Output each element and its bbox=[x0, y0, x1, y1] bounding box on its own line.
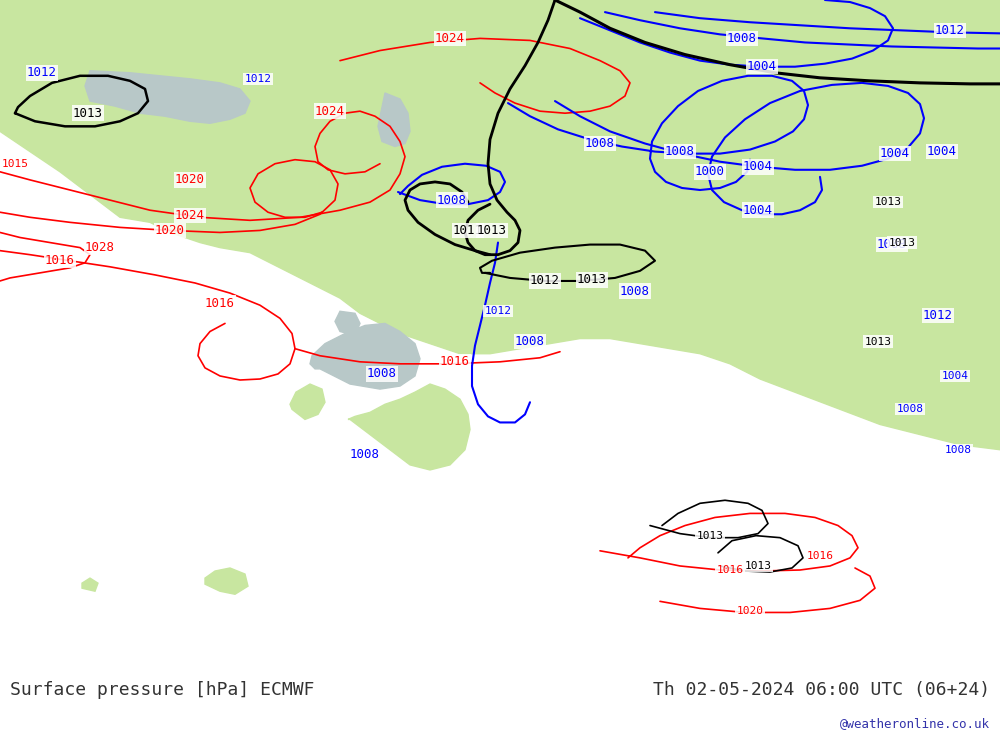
Polygon shape bbox=[348, 384, 470, 470]
Text: 1013: 1013 bbox=[73, 107, 103, 119]
Text: 1008: 1008 bbox=[585, 137, 615, 150]
Polygon shape bbox=[0, 0, 1000, 450]
Text: 1012: 1012 bbox=[27, 66, 57, 79]
Text: 1020: 1020 bbox=[736, 606, 764, 616]
Text: 1013: 1013 bbox=[889, 237, 916, 248]
Polygon shape bbox=[310, 323, 420, 389]
Polygon shape bbox=[205, 568, 248, 594]
Text: 1028: 1028 bbox=[85, 241, 115, 254]
Text: 1016: 1016 bbox=[806, 551, 834, 561]
Text: 1008: 1008 bbox=[620, 284, 650, 298]
Text: 1024: 1024 bbox=[435, 32, 465, 45]
Text: 1012: 1012 bbox=[923, 309, 953, 322]
Text: 1013: 1013 bbox=[874, 197, 902, 207]
Polygon shape bbox=[290, 384, 325, 419]
Text: 1020: 1020 bbox=[175, 174, 205, 186]
Text: 1004: 1004 bbox=[880, 147, 910, 160]
Text: 1008: 1008 bbox=[367, 367, 397, 380]
Text: 1008: 1008 bbox=[437, 194, 467, 207]
Text: 1004: 1004 bbox=[743, 161, 773, 173]
Text: 1012: 1012 bbox=[935, 23, 965, 37]
Text: 1008: 1008 bbox=[877, 238, 907, 251]
Polygon shape bbox=[82, 578, 98, 592]
Text: @weatheronline.co.uk: @weatheronline.co.uk bbox=[840, 717, 990, 729]
Text: 1024: 1024 bbox=[315, 105, 345, 118]
Text: 1013: 1013 bbox=[696, 531, 724, 541]
Text: 1016: 1016 bbox=[45, 254, 75, 268]
Text: 1004: 1004 bbox=[927, 145, 957, 158]
Text: 1013: 1013 bbox=[744, 561, 772, 571]
Text: 1011: 1011 bbox=[453, 224, 483, 237]
Text: 1008: 1008 bbox=[896, 405, 924, 414]
Text: 1016: 1016 bbox=[716, 565, 744, 575]
Polygon shape bbox=[335, 312, 360, 336]
Text: 1016: 1016 bbox=[440, 356, 470, 368]
Text: 1013: 1013 bbox=[477, 224, 507, 237]
Text: 1008: 1008 bbox=[350, 449, 380, 461]
Text: 1004: 1004 bbox=[942, 371, 968, 381]
Text: 1000: 1000 bbox=[695, 166, 725, 178]
Text: 1012: 1012 bbox=[484, 306, 512, 316]
Text: 1016: 1016 bbox=[205, 297, 235, 310]
Polygon shape bbox=[378, 93, 410, 147]
Text: Surface pressure [hPa] ECMWF: Surface pressure [hPa] ECMWF bbox=[10, 681, 314, 699]
Polygon shape bbox=[85, 71, 250, 123]
Text: Th 02-05-2024 06:00 UTC (06+24): Th 02-05-2024 06:00 UTC (06+24) bbox=[653, 681, 990, 699]
Text: 1004: 1004 bbox=[743, 204, 773, 217]
Text: 1020: 1020 bbox=[155, 224, 185, 237]
Text: 1008: 1008 bbox=[515, 335, 545, 348]
Text: 1004: 1004 bbox=[747, 60, 777, 73]
Text: 1024: 1024 bbox=[175, 209, 205, 222]
Text: 1012: 1012 bbox=[244, 74, 272, 84]
Text: 1013: 1013 bbox=[864, 336, 892, 347]
Text: 1012: 1012 bbox=[530, 274, 560, 287]
Text: 1013: 1013 bbox=[577, 273, 607, 287]
Text: 1008: 1008 bbox=[665, 145, 695, 158]
Text: 1015: 1015 bbox=[2, 159, 28, 169]
Text: 1008: 1008 bbox=[727, 32, 757, 45]
Text: 1008: 1008 bbox=[944, 445, 972, 454]
